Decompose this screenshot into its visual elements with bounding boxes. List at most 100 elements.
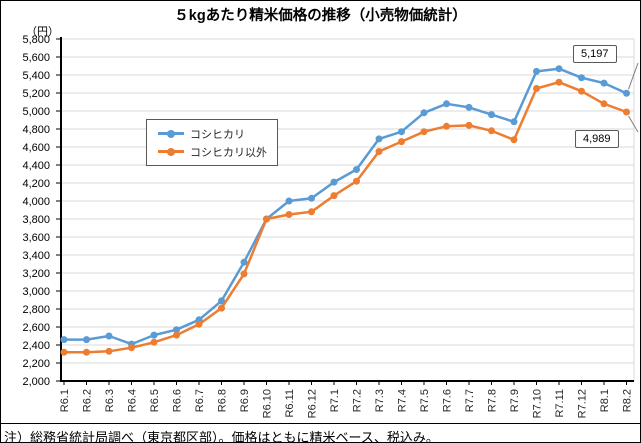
y-axis-tick-label: 3,200 [22, 268, 50, 280]
leader-line-bottom [628, 115, 639, 133]
y-axis-tick-label: 3,600 [22, 232, 50, 244]
y-axis-tick-label: 5,400 [22, 70, 50, 82]
series-marker-1 [263, 215, 270, 223]
series-marker-1 [285, 211, 293, 218]
series-marker-1 [128, 344, 135, 352]
x-axis-tick-label: R6.12 [307, 389, 319, 418]
series-marker-0 [105, 332, 113, 340]
series-marker-1 [60, 348, 68, 356]
koshihikari-line-marker-icon [158, 129, 184, 138]
series-marker-1 [578, 87, 585, 95]
series-marker-1 [353, 177, 360, 185]
series-marker-1 [623, 108, 630, 116]
legend-label-koshihikari: コシヒカリ [190, 128, 245, 141]
y-axis-tick-label: 4,000 [22, 196, 50, 208]
x-axis-tick-label: R8.2 [622, 389, 634, 412]
x-axis-tick-label: R7.8 [487, 389, 499, 412]
series-marker-1 [308, 208, 315, 216]
x-axis-tick-label: R7.6 [442, 389, 454, 412]
x-axis-tick-label: R7.2 [352, 389, 364, 412]
y-axis-tick-label: 3,800 [22, 214, 50, 226]
series-marker-0 [308, 194, 315, 202]
y-axis-tick-label: 4,400 [22, 160, 50, 172]
y-axis-tick-label: 4,800 [22, 124, 50, 136]
series-marker-0 [420, 109, 428, 117]
chart-title: ５kgあたり精米価格の推移（小売物価統計） [174, 8, 467, 24]
data-label-koshihikari-latest: 5,197 [573, 45, 617, 63]
series-marker-1 [150, 338, 158, 346]
series-marker-1 [510, 136, 518, 144]
x-axis-tick-label: R7.12 [577, 389, 589, 418]
x-axis-tick-label: R7.7 [464, 389, 476, 412]
x-axis-tick-label: R6.11 [284, 389, 296, 418]
y-axis-tick-label: 5,200 [22, 88, 50, 100]
x-axis-tick-label: R7.9 [509, 389, 521, 412]
leader-line-top [628, 62, 639, 90]
other-line-marker-icon [158, 147, 184, 156]
y-axis-tick-label: 3,400 [22, 250, 50, 262]
series-marker-0 [150, 331, 158, 339]
x-axis-tick-label: R6.3 [104, 389, 116, 412]
series-marker-0 [353, 166, 360, 173]
series-marker-0 [555, 65, 563, 73]
x-axis-tick-label: R6.8 [217, 389, 229, 412]
chart-bottom-border [1, 423, 640, 424]
series-marker-1 [218, 304, 225, 312]
x-axis-tick-label: R7.3 [374, 389, 386, 412]
y-axis-tick-label: 2,600 [22, 322, 50, 334]
legend: コシヒカリ コシヒカリ以外 [146, 119, 278, 166]
series-marker-1 [443, 122, 450, 130]
series-marker-1 [195, 320, 203, 328]
y-axis-tick-label: 2,200 [22, 358, 50, 370]
y-axis-tick-label: 5,800 [22, 34, 50, 46]
series-marker-0 [533, 67, 540, 75]
x-axis-tick-label: R7.4 [397, 389, 409, 412]
series-marker-1 [240, 270, 248, 278]
x-axis-tick-label: R7.11 [554, 389, 566, 418]
legend-label-other: コシヒカリ以外 [190, 146, 267, 159]
series-marker-1 [420, 128, 428, 136]
series-line-1 [62, 80, 628, 354]
y-axis-tick-label: 4,600 [22, 142, 50, 154]
y-axis-tick-label: 2,000 [22, 376, 50, 388]
series-marker-1 [533, 85, 540, 92]
x-axis-tick-label: R6.2 [82, 389, 94, 412]
y-axis-tick-label: 4,200 [22, 178, 50, 190]
series-marker-1 [105, 347, 113, 355]
series-marker-1 [398, 138, 405, 146]
y-axis-tick-label: 3,000 [22, 286, 50, 298]
legend-item-other: コシヒカリ以外 [158, 146, 277, 159]
data-label-other-latest: 4,989 [575, 130, 619, 148]
series-marker-0 [510, 118, 518, 126]
series-marker-1 [173, 331, 180, 339]
series-marker-0 [443, 100, 450, 108]
y-axis-tick-label: 5,600 [22, 52, 50, 64]
series-marker-1 [83, 348, 90, 356]
y-axis-unit-label: （円） [26, 26, 59, 38]
x-axis-tick-label: R6.4 [127, 389, 139, 412]
series-marker-0 [488, 111, 495, 119]
series-marker-1 [555, 78, 563, 86]
series-marker-0 [465, 103, 473, 111]
x-axis-tick-label: R6.10 [262, 389, 274, 418]
series-marker-1 [330, 192, 338, 200]
series-marker-0 [398, 128, 405, 136]
y-axis-tick-label: 2,400 [22, 340, 50, 352]
legend-item-koshihikari: コシヒカリ [158, 128, 277, 141]
series-marker-0 [330, 178, 338, 186]
x-axis-tick-label: R7.5 [419, 389, 431, 412]
x-axis-tick-label: R7.1 [329, 389, 341, 412]
x-axis-tick-label: R6.5 [149, 389, 161, 412]
series-marker-0 [578, 74, 585, 82]
price-trend-line-chart: 2,000 2,200 2,400 2,600 2,800 3,000 3,200 3,400… [22, 34, 639, 418]
x-axis-tick-label: R6.1 [59, 389, 71, 412]
series-line-0 [62, 67, 628, 346]
series-marker-0 [83, 336, 90, 344]
x-axis-tick-label: R7.10 [532, 389, 544, 418]
x-axis-tick-label: R6.9 [239, 389, 251, 412]
x-axis-tick-label: R6.6 [172, 389, 184, 412]
series-marker-0 [623, 89, 630, 97]
series-marker-1 [465, 121, 473, 129]
series-marker-0 [173, 326, 180, 334]
